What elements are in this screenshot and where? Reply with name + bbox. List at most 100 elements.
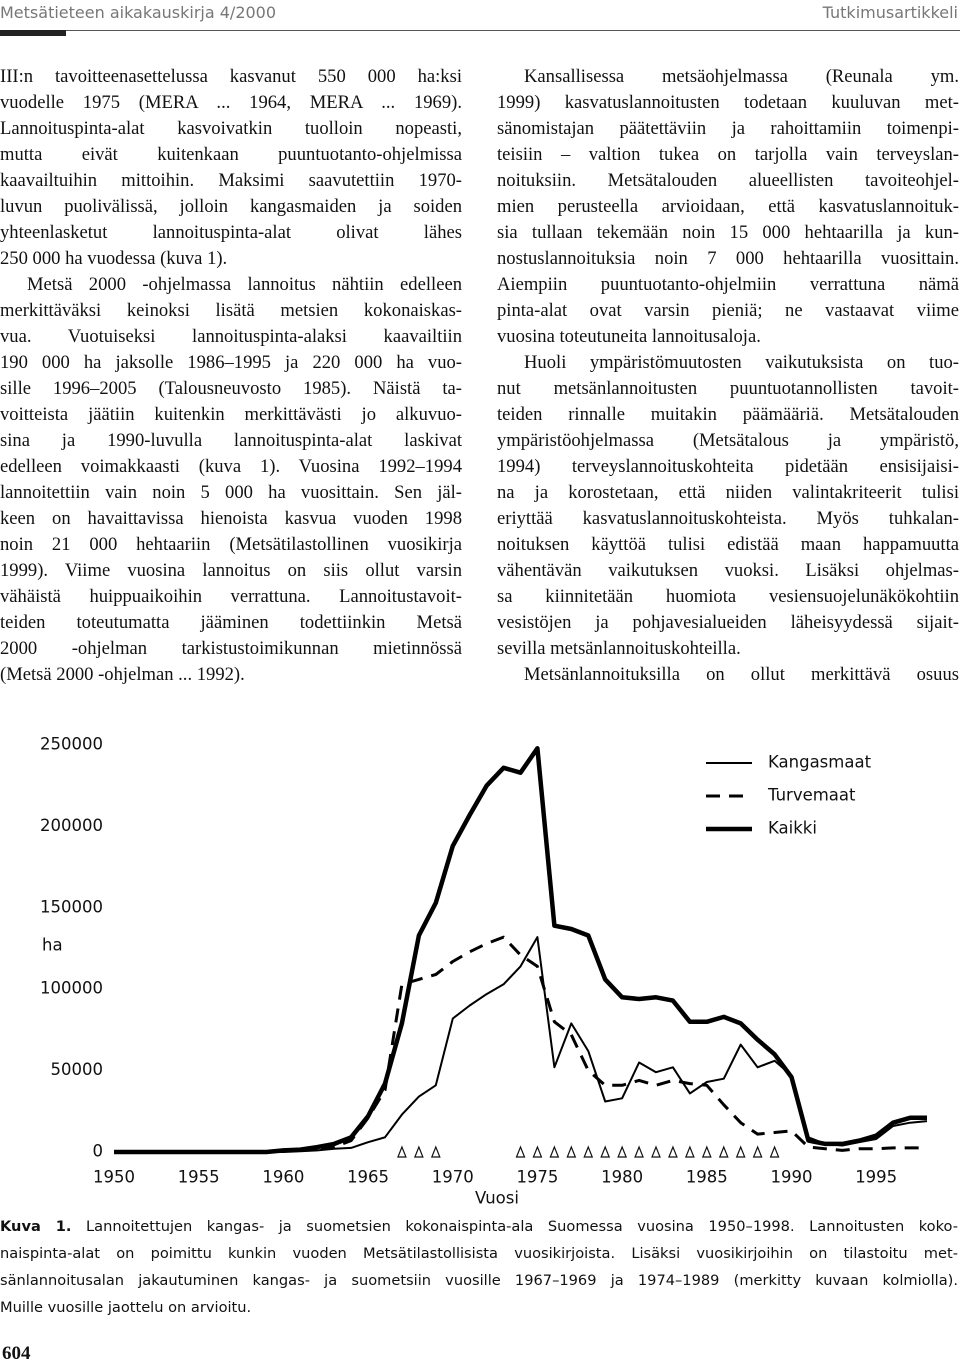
measured-year-marker (651, 1145, 661, 1158)
measured-year-marker (566, 1145, 577, 1158)
measured-year-marker (668, 1145, 678, 1158)
y-tick-label: 0 (93, 1142, 104, 1161)
text-line: Metsänlannoituksilla on ollut merkittävä… (524, 664, 959, 685)
measured-year-marker (515, 1145, 526, 1158)
caption-label: Kuva 1. (0, 1218, 72, 1235)
text-line: voitteista jäätiin kuitenkin merkittäväs… (0, 404, 462, 425)
text-line: na ja korostetaan, että niiden valintakr… (497, 482, 959, 503)
text-line: kaavailtuihin mittoihin. Maksimi saavute… (0, 170, 462, 191)
text-line: lannoitettiin vain noin 5 000 ha vuositt… (0, 482, 462, 503)
y-tick-label: 200000 (40, 816, 103, 835)
x-tick-label: 1950 (93, 1168, 135, 1187)
section-name: Tutkimusartikkeli (822, 3, 958, 22)
legend-label: Turvemaat (767, 786, 856, 805)
text-line: eriyttää kasvatuslannoituskohteista. Myö… (497, 508, 959, 529)
measured-year-marker (769, 1145, 780, 1158)
x-tick-label: 1995 (855, 1168, 897, 1187)
text-line: edelleen voimakkaasti (kuva 1). Vuosina … (0, 456, 462, 477)
measured-year-marker (413, 1145, 424, 1158)
text-line: ympäristöohjelmassa (Metsätalous ja ympä… (497, 430, 959, 451)
text-line: sevilla metsänlannoituskohteilla. (497, 638, 741, 659)
measured-year-marker (684, 1145, 695, 1158)
measured-year-marker (735, 1145, 746, 1158)
text-line: 1999). Viime vuosina lannoitus on siis o… (0, 560, 462, 581)
x-tick-label: 1970 (432, 1168, 474, 1187)
text-line: sille 1996–2005 (Talousneuvosto 1985). N… (0, 378, 462, 399)
text-line: teiden toteutumatta jääminen todettiinki… (0, 612, 462, 633)
text-line: mutta eivät kuitenkaan puuntuotanto-ohje… (0, 144, 462, 165)
measured-year-marker (583, 1145, 594, 1158)
header-block (0, 30, 66, 36)
page-number: 604 (2, 1343, 31, 1364)
text-line: nut metsänlannoitusten puuntuotannollist… (497, 378, 959, 399)
x-tick-label: 1985 (686, 1168, 728, 1187)
text-line: 2000 -ohjelman tarkistustoimikunnan miet… (0, 638, 462, 659)
text-line: Metsä 2000 -ohjelmassa lannoitus nähtiin… (27, 274, 462, 295)
text-line: 1999) kasvatuslannoitusten todetaan kuul… (497, 92, 959, 113)
caption-line: sänlannoitusalan jakautuminen kangas- ja… (0, 1272, 958, 1289)
text-line: teiden rinnalle muitakin päämääriä. Mets… (497, 404, 959, 425)
text-line: Kansallisessa metsäohjelmassa (Reunala y… (524, 66, 959, 87)
measured-year-marker (752, 1145, 763, 1158)
text-line: Lannoituspinta-alat kasvoivatkin tuolloi… (0, 118, 462, 139)
x-tick-label: 1955 (178, 1168, 220, 1187)
y-tick-label: 50000 (51, 1060, 104, 1079)
legend-label: Kangasmaat (768, 753, 872, 772)
y-axis-label: ha (42, 936, 63, 955)
legend-label: Kaikki (768, 819, 817, 838)
text-line: vuosina toteutuneita lannoitusaloja. (497, 326, 761, 347)
x-tick-label: 1990 (771, 1168, 813, 1187)
y-tick-label: 150000 (40, 897, 103, 916)
caption-line: naispinta-alat on poimittu kunkin vuoden… (0, 1245, 958, 1262)
text-line: sänomistajan päätettäviin ja rahoittamii… (497, 118, 959, 139)
text-line: vesistöjen ja pohjavesialueiden läheisyy… (497, 612, 959, 633)
text-line: III:n tavoitteenasettelussa kasvanut 550… (0, 66, 462, 87)
measured-year-marker (701, 1145, 712, 1158)
x-tick-label: 1965 (347, 1168, 389, 1187)
text-line: noituksiin. Metsätalouden alueellisten t… (497, 170, 959, 191)
header-rule (0, 30, 960, 31)
text-line: merkittäväksi keinoksi lisätä metsien ko… (0, 300, 462, 321)
series-line (114, 746, 927, 1155)
text-line: sa kiinnitetään huomiota vesiensuojelunä… (497, 586, 959, 607)
text-line: 250 000 ha vuodessa (kuva 1). (0, 248, 228, 269)
text-line: teisiin – valtion tukea on tarjolla vain… (497, 144, 959, 165)
measured-year-marker (617, 1145, 628, 1158)
text-line: (Metsä 2000 -ohjelman ... 1992). (0, 664, 245, 685)
text-line: keen on havaittavissa hienoista kasvua v… (0, 508, 462, 529)
measured-year-marker (634, 1145, 644, 1158)
text-line: 190 000 ha jaksolle 1986–1995 ja 220 000… (0, 352, 462, 373)
text-line: pinta-alat ovat varsin pieniä; ne vastaa… (497, 300, 959, 321)
measured-year-marker (397, 1145, 407, 1158)
caption-text: Lannoitettujen kangas- ja suometsien kok… (71, 1218, 958, 1235)
text-line: Huoli ympäristömuutosten vaikutuksista o… (524, 352, 959, 373)
text-line: nostuslannoituksia noin 7 000 hehtaarill… (497, 248, 959, 269)
text-line: yhteenlasketut lannoituspinta-alat oliva… (0, 222, 462, 243)
text-line: 1994) terveyslannoituskohteita pidetään … (497, 456, 959, 477)
caption-line: Kuva 1. Lannoitettujen kangas- ja suomet… (0, 1214, 958, 1239)
text-line: vähentävän vaikutuksen vuoksi. Lisäksi o… (497, 560, 959, 581)
text-line: noin 21 000 hehtaariin (Metsätilastollin… (0, 534, 462, 555)
x-tick-label: 1960 (262, 1168, 304, 1187)
text-line: vuodelle 1975 (MERA ... 1964, MERA ... 1… (0, 92, 462, 113)
y-tick-label: 100000 (40, 979, 103, 998)
text-line: vua. Vuotuiseksi lannoituspinta-alaksi k… (0, 326, 462, 347)
text-line: luvun puolivälissä, jolloin kangasmaiden… (0, 196, 462, 217)
caption-line: Muille vuosille jaottelu on arvioitu. (0, 1299, 252, 1316)
text-line: sina ja 1990-luvulla lannoituspinta-alat… (0, 430, 462, 451)
x-tick-label: 1980 (601, 1168, 643, 1187)
measured-year-marker (532, 1145, 543, 1158)
journal-name: Metsätieteen aikakauskirja 4/2000 (0, 3, 277, 22)
text-line: sia tullaan tekemään noin 15 000 hehtaar… (497, 222, 959, 243)
measured-year-marker (600, 1145, 611, 1158)
measured-year-marker (549, 1145, 560, 1158)
x-tick-label: 1975 (516, 1168, 558, 1187)
text-line: noituksen käyttöä tulisi edistää maan ha… (497, 534, 959, 555)
y-tick-label: 250000 (40, 735, 103, 754)
text-line: mien perusteella arvioidaan, että kasvat… (497, 196, 959, 217)
measured-year-marker (430, 1145, 441, 1158)
text-line: vähäistä huippuaikoihin verrattuna. Lann… (0, 586, 462, 607)
x-axis-label: Vuosi (475, 1189, 519, 1208)
